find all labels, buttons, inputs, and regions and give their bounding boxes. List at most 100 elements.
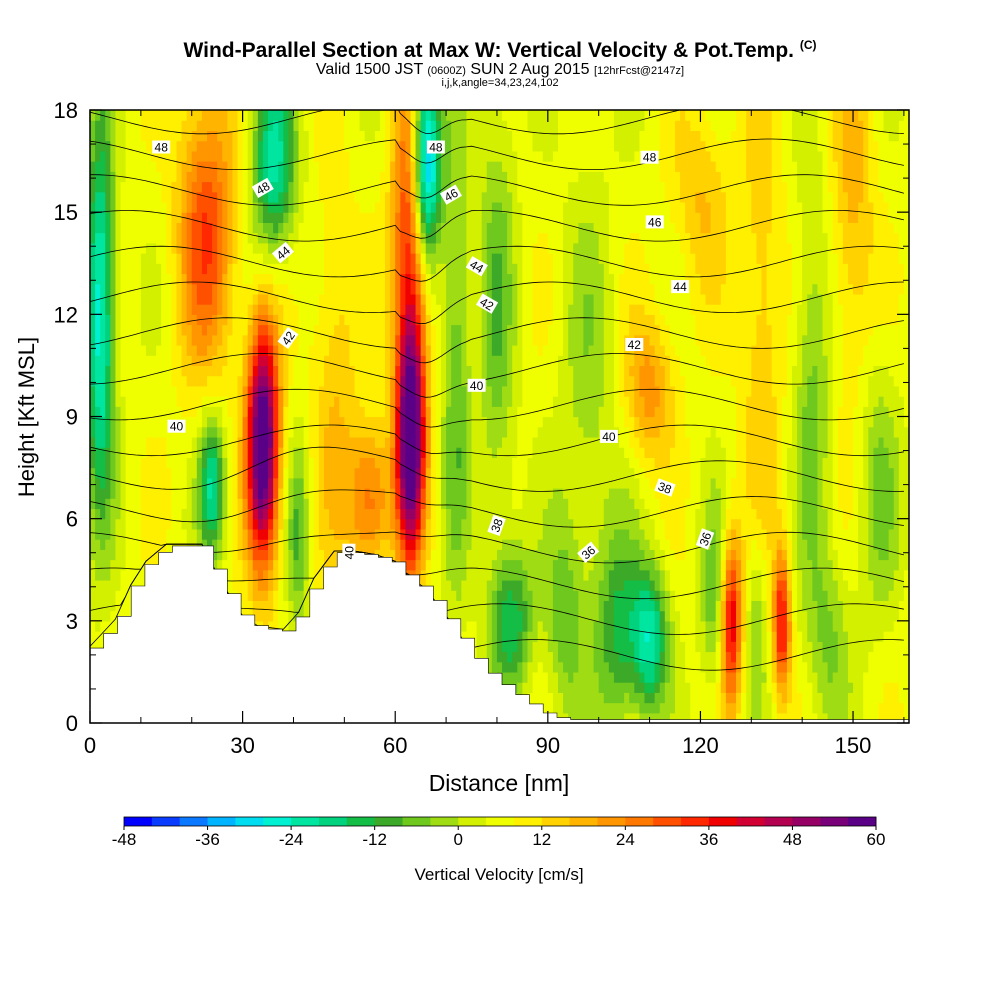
velocity-cell (288, 385, 295, 397)
velocity-cell (379, 253, 386, 264)
velocity-cell (441, 508, 447, 520)
velocity-cell (446, 590, 452, 601)
velocity-cell (151, 508, 157, 520)
velocity-cell (354, 110, 361, 121)
velocity-cell (232, 559, 239, 571)
velocity-cell (191, 344, 198, 356)
velocity-cell (476, 569, 483, 581)
velocity-cell (242, 263, 249, 275)
velocity-cell (435, 110, 442, 121)
velocity-cell (410, 232, 417, 244)
velocity-cell (90, 110, 96, 121)
velocity-cell (268, 171, 274, 183)
velocity-cell (359, 375, 366, 387)
velocity-cell (273, 293, 279, 305)
velocity-cell (252, 201, 259, 213)
velocity-cell (156, 385, 162, 397)
velocity-cell (481, 579, 488, 591)
velocity-cell (161, 150, 167, 162)
velocity-cell (400, 385, 406, 397)
velocity-cell (334, 212, 340, 223)
velocity-cell (502, 344, 508, 356)
velocity-cell (435, 528, 442, 540)
velocity-cell (125, 528, 132, 540)
velocity-cell (120, 181, 127, 193)
velocity-cell (476, 242, 483, 254)
velocity-cell (329, 334, 335, 346)
velocity-cell (369, 406, 376, 418)
velocity-cell (166, 110, 172, 121)
velocity-cell (344, 385, 351, 397)
velocity-cell (410, 426, 417, 438)
velocity-cell (374, 375, 381, 387)
velocity-cell (400, 365, 406, 377)
velocity-cell (90, 140, 96, 152)
velocity-cell (349, 181, 356, 193)
velocity-cell (278, 171, 284, 183)
velocity-cell (430, 477, 437, 489)
velocity-cell (105, 569, 111, 581)
velocity-cell (486, 426, 493, 438)
velocity-cell (262, 110, 269, 121)
velocity-cell (166, 436, 172, 448)
velocity-cell (471, 334, 478, 346)
velocity-cell (481, 355, 488, 367)
velocity-cell (181, 334, 188, 346)
velocity-cell (420, 334, 427, 346)
velocity-cell (171, 201, 178, 213)
velocity-cell (379, 549, 386, 561)
velocity-cell (385, 304, 391, 315)
velocity-cell (410, 365, 417, 377)
velocity-cell (176, 498, 183, 510)
velocity-cell (186, 334, 193, 346)
velocity-cell (176, 181, 183, 193)
velocity-cell (171, 222, 178, 234)
velocity-cell (390, 171, 396, 183)
velocity-cell (278, 396, 284, 407)
velocity-cell (441, 477, 447, 489)
velocity-cell (486, 314, 493, 326)
velocity-cell (298, 171, 305, 183)
velocity-cell (496, 385, 503, 397)
velocity-cell (303, 263, 310, 275)
velocity-cell (201, 365, 208, 377)
velocity-cell (354, 375, 361, 387)
velocity-cell (125, 130, 132, 142)
velocity-cell (324, 171, 330, 183)
velocity-cell (252, 283, 259, 295)
velocity-cell (471, 610, 478, 622)
velocity-cell (430, 304, 437, 315)
velocity-cell (247, 600, 254, 612)
velocity-cell (283, 140, 289, 152)
velocity-cell (491, 539, 498, 550)
velocity-cell (176, 467, 183, 479)
velocity-cell (283, 610, 289, 622)
velocity-cell (481, 334, 488, 346)
velocity-cell (151, 416, 157, 428)
velocity-cell (115, 579, 122, 591)
velocity-cell (222, 549, 228, 561)
velocity-cell (196, 110, 203, 121)
velocity-cell (339, 467, 345, 479)
velocity-cell (166, 130, 172, 142)
velocity-cell (293, 334, 300, 346)
velocity-cell (196, 283, 203, 295)
velocity-cell (461, 201, 468, 213)
velocity-cell (298, 273, 305, 285)
velocity-cell (313, 518, 320, 530)
velocity-cell (145, 130, 152, 142)
velocity-cell (262, 600, 269, 612)
velocity-cell (344, 477, 351, 489)
velocity-cell (242, 324, 249, 336)
velocity-cell (268, 324, 274, 336)
velocity-cell (329, 161, 335, 172)
velocity-cell (293, 253, 300, 264)
velocity-cell (186, 110, 193, 121)
velocity-cell (303, 201, 310, 213)
velocity-cell (151, 539, 157, 550)
velocity-cell (227, 528, 234, 540)
velocity-cell (430, 273, 437, 285)
velocity-cell (502, 385, 508, 397)
velocity-cell (481, 436, 488, 448)
velocity-cell (379, 283, 386, 295)
